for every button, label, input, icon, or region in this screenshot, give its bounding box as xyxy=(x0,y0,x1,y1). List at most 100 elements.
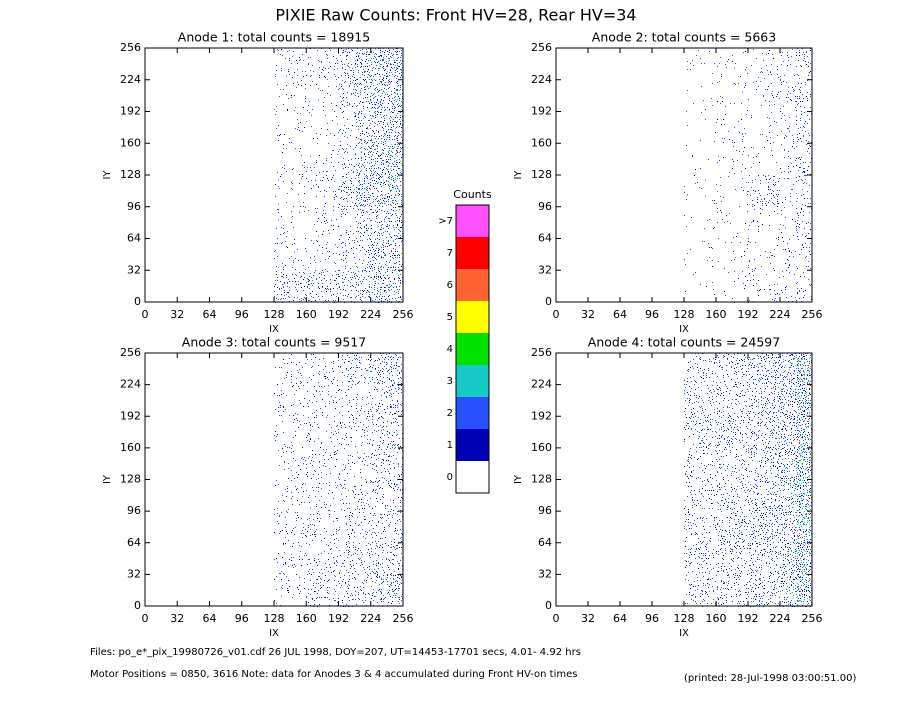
count-dots xyxy=(800,582,807,588)
x-tick-label: 32 xyxy=(170,612,184,625)
count-dots xyxy=(745,85,748,111)
count-dots xyxy=(805,575,812,602)
count-dots xyxy=(371,576,384,599)
count-dots xyxy=(718,242,732,269)
x-tick-label: 0 xyxy=(553,612,560,625)
count-dots xyxy=(340,480,354,510)
count-dots xyxy=(274,243,288,270)
count-dots xyxy=(716,449,732,476)
y-tick-label: 0 xyxy=(134,599,141,612)
count-dots xyxy=(764,576,780,606)
count-dots xyxy=(732,146,744,174)
count-dots xyxy=(356,145,371,174)
count-dots xyxy=(387,480,403,511)
count-dots xyxy=(717,417,732,446)
count-dots xyxy=(387,385,403,415)
count-dots xyxy=(275,49,290,77)
count-dots xyxy=(796,575,812,607)
count-dots xyxy=(355,239,371,271)
count-dots xyxy=(766,274,780,302)
count-dots xyxy=(307,156,320,173)
count-dots xyxy=(780,49,795,80)
count-dots xyxy=(293,276,307,301)
count-dots xyxy=(307,81,323,111)
count-dots xyxy=(294,419,307,448)
count-dots xyxy=(783,241,790,268)
count-dots xyxy=(371,80,386,112)
count-dots xyxy=(716,385,732,417)
count-dots xyxy=(356,392,370,417)
colorbar-title: Counts xyxy=(453,188,492,201)
count-dots xyxy=(357,452,371,480)
colorbar-frame xyxy=(455,204,490,494)
count-dots xyxy=(307,514,322,541)
count-dots xyxy=(291,207,306,228)
colorbar-label: 4 xyxy=(447,344,453,355)
count-dots xyxy=(781,144,796,173)
x-tick-label: 128 xyxy=(264,612,285,625)
count-dots xyxy=(734,242,748,260)
count-dots xyxy=(293,451,307,478)
count-dots xyxy=(713,228,714,229)
count-dots xyxy=(339,239,354,271)
colorbar-label: 1 xyxy=(447,440,453,451)
count-dots xyxy=(780,543,793,573)
y-tick-label: 32 xyxy=(127,567,141,580)
x-tick-label: 256 xyxy=(393,308,414,321)
count-dots xyxy=(371,84,385,109)
count-dots xyxy=(781,287,789,302)
count-dots xyxy=(748,81,764,106)
count-dots xyxy=(390,213,391,214)
count-dots xyxy=(342,361,354,382)
count-dots xyxy=(327,129,335,136)
count-dots xyxy=(388,239,403,271)
count-dots xyxy=(358,512,371,535)
count-dots xyxy=(291,243,307,270)
x-tick-label: 192 xyxy=(328,308,349,321)
count-dots xyxy=(371,272,387,302)
count-dots xyxy=(291,515,307,537)
count-dots xyxy=(700,417,716,448)
count-dots xyxy=(694,175,698,183)
count-dots xyxy=(701,180,715,204)
count-dots xyxy=(796,175,811,205)
count-dots xyxy=(371,241,384,269)
count-dots xyxy=(357,212,367,237)
plot-frame xyxy=(555,47,813,303)
count-dots xyxy=(700,576,716,607)
count-dots xyxy=(387,385,403,415)
x-tick-label: 192 xyxy=(328,612,349,625)
count-dots xyxy=(324,385,337,417)
count-dots xyxy=(796,512,812,544)
count-dots xyxy=(291,51,307,78)
count-dots xyxy=(340,353,355,385)
count-dots xyxy=(291,543,307,568)
count-dots xyxy=(339,417,355,449)
count-dots xyxy=(371,144,387,176)
count-dots xyxy=(355,175,371,206)
count-dots xyxy=(276,543,290,565)
count-dots xyxy=(389,359,402,384)
count-dots xyxy=(387,207,403,239)
count-dots xyxy=(715,132,716,133)
count-dots xyxy=(748,147,759,168)
count-dots xyxy=(796,146,811,175)
count-dots xyxy=(732,547,748,574)
x-tick-label: 160 xyxy=(296,612,317,625)
count-dots xyxy=(274,271,290,303)
count-dots xyxy=(323,48,339,80)
x-tick-label: 64 xyxy=(613,612,627,625)
count-dots xyxy=(717,518,732,543)
count-dots xyxy=(717,156,730,173)
count-dots xyxy=(281,49,290,72)
x-tick-label: 192 xyxy=(738,612,759,625)
colorbar-cell xyxy=(456,365,489,397)
count-dots xyxy=(291,418,305,446)
count-dots xyxy=(764,386,780,417)
count-dots xyxy=(796,448,811,480)
count-dots xyxy=(274,241,290,268)
count-dots xyxy=(360,461,363,473)
count-dots xyxy=(700,448,716,479)
count-dots xyxy=(291,480,307,505)
y-axis-label: IY xyxy=(513,474,524,484)
